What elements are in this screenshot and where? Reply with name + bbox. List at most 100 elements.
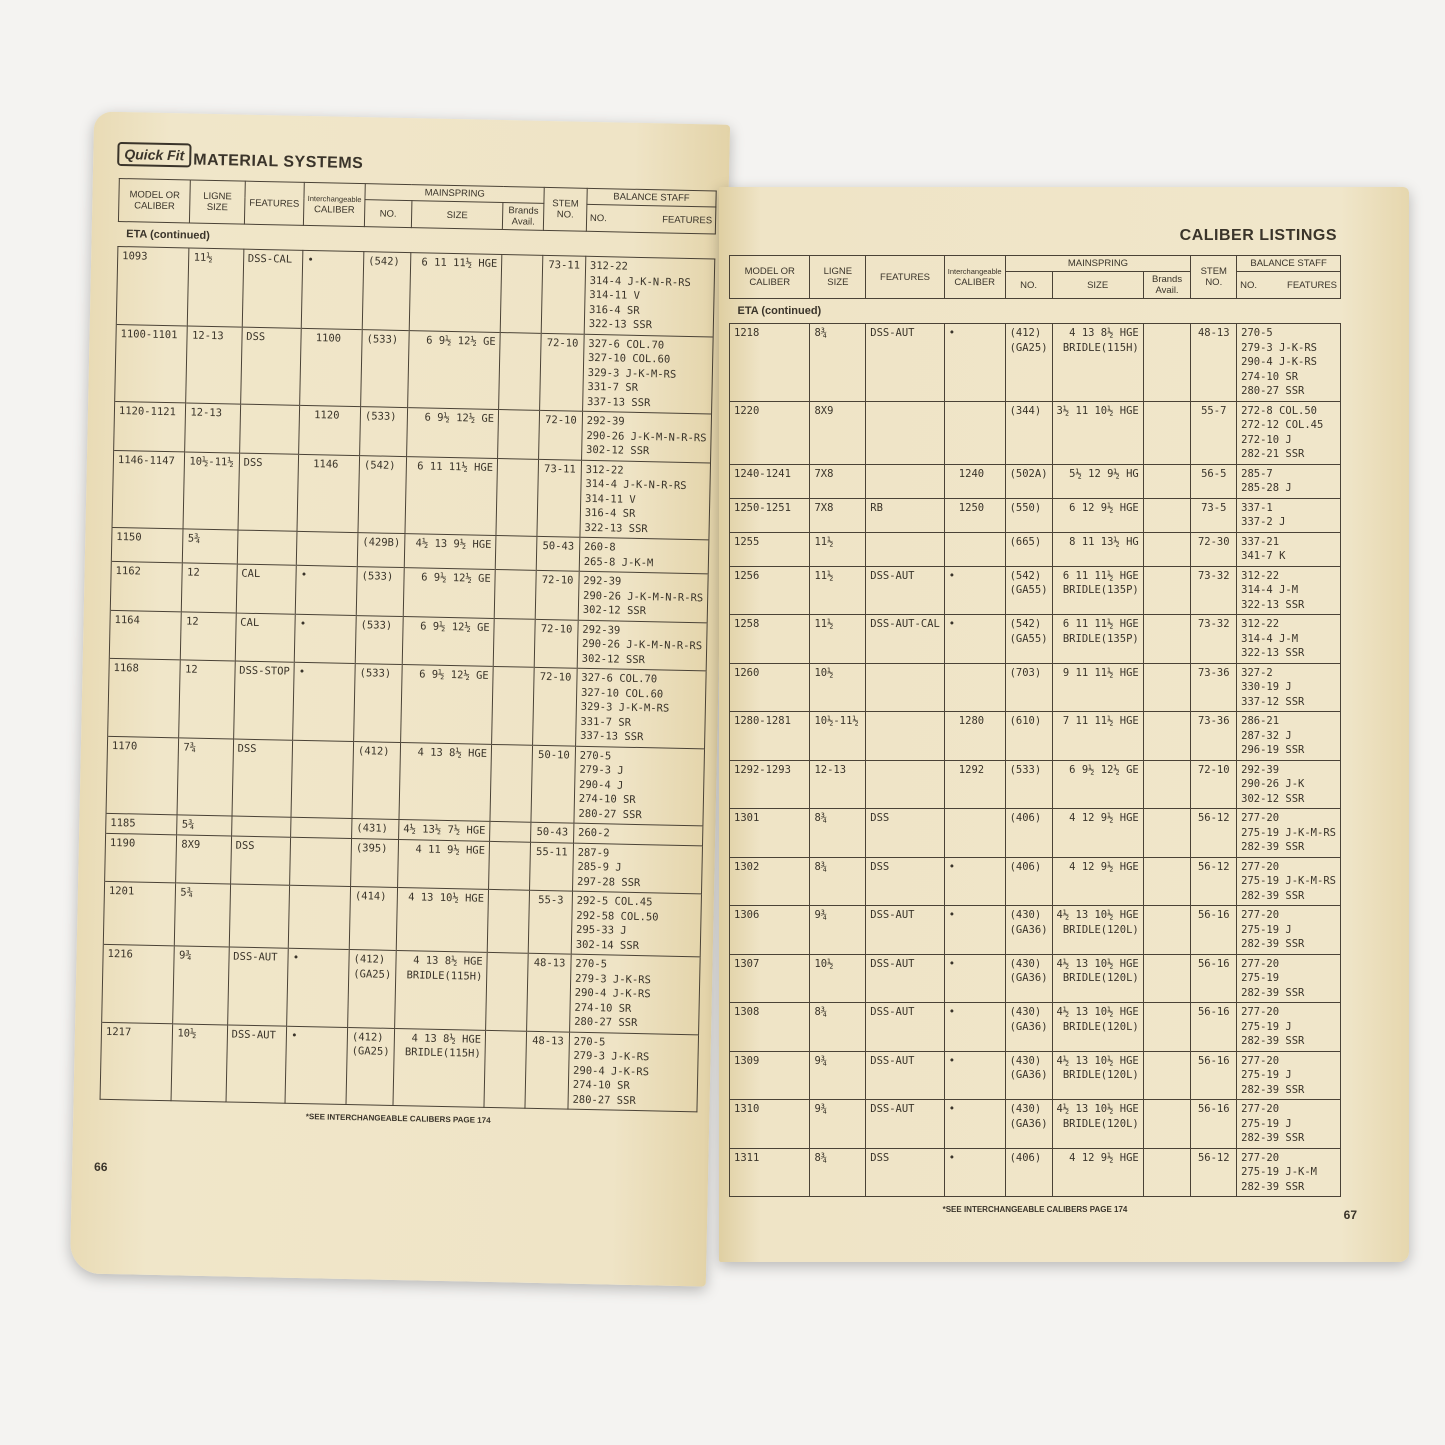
- cell-line: (431): [356, 822, 389, 835]
- cell-line: 287-32 J: [1241, 729, 1292, 742]
- cell-text: DSS-CAL: [247, 252, 293, 266]
- cell-text: 73-32: [1197, 618, 1230, 630]
- cell: [1142, 531, 1192, 566]
- cell: 327-6 COL.70 327-10 COL.60 329-3 J-K-M-RS 3…: [582, 333, 714, 414]
- cell: 327-2 330-19 J 337-12 SSR: [1236, 662, 1341, 712]
- cell-text: 1256: [734, 569, 760, 582]
- cell: 10½-11½: [809, 711, 867, 760]
- cell: 4 12 9½ HGE: [1051, 856, 1144, 906]
- cell: (431): [351, 818, 399, 840]
- cell-line: 4½ 13½ 7½ HGE: [403, 823, 486, 837]
- cell-line: 282-39 SSR: [1241, 1180, 1305, 1193]
- cell: 1255: [728, 531, 811, 566]
- data-row: 1308 8¾ DSS-AUT • (430) (GA36) 4½ 13 10½ HGE BR…: [728, 1002, 1341, 1051]
- cell-text: DSS-AUT: [870, 909, 915, 921]
- cell-line: 4 12 9½ HGE: [1069, 1151, 1139, 1164]
- cell-text: 1240-1241: [734, 467, 791, 480]
- cell: (430) (GA36): [1004, 953, 1053, 1003]
- cell: 3½ 11 10½ HGE: [1051, 400, 1144, 464]
- cell-text: 1240: [958, 467, 985, 480]
- cell-text: 56-12: [1197, 860, 1230, 873]
- cell: [1142, 323, 1192, 401]
- cell: •: [943, 1002, 1006, 1051]
- cell: 1100-1101: [114, 323, 188, 403]
- cell-text: DSS: [870, 812, 890, 824]
- cell: 1260: [728, 662, 811, 712]
- cell-text: •: [948, 327, 956, 339]
- data-row: 1301 8¾ DSS (406) 4 12 9½ HGE 56-12 277-20 275-…: [728, 808, 1341, 857]
- listing-table: MODEL OR CALIBER LIGNE SIZE FEATURES Interc…: [728, 255, 1341, 1197]
- header-cell: Interchangeable CALIBER: [943, 255, 1006, 299]
- cell-line: 292-39: [1241, 763, 1280, 776]
- cell: (703): [1004, 662, 1053, 712]
- cell-line: 314-4 J-M: [1241, 632, 1299, 645]
- cell-text: 1100-1101: [120, 327, 178, 341]
- cell-line: 275-19 J: [1241, 1117, 1292, 1130]
- cell: 4 13 8½ HGE: [398, 742, 492, 822]
- cell-line: 280-27 SSR: [1241, 385, 1305, 397]
- cell: 312-22 314-4 J-K-N-R-RS 314-11 V 316-4 SR 32…: [579, 459, 711, 540]
- cell-line: 280-27 SSR: [578, 807, 642, 821]
- cell-line: 277-20: [1241, 1103, 1280, 1115]
- cell-text: CAL: [241, 567, 261, 581]
- cell: DSS-AUT: [865, 565, 945, 615]
- cell-text: 72-10: [545, 413, 577, 427]
- cell: 6 9½ 12½ GE: [403, 567, 496, 618]
- cell-line: (533): [359, 667, 392, 680]
- cell: (533): [359, 406, 408, 457]
- cell-line: 322-13 SSR: [1241, 647, 1305, 659]
- cell: [865, 463, 945, 498]
- listing-table: MODEL OR CALIBER LIGNE SIZE FEATURES Interc…: [100, 178, 717, 1112]
- cell-text: 72-10: [540, 622, 573, 636]
- cell: 6 11 11½ HGE: [404, 456, 498, 536]
- cell-line: (GA25): [1009, 341, 1048, 354]
- header-text: NO.: [1240, 279, 1258, 291]
- cell: DSS: [865, 856, 945, 906]
- cell-line: 290-4 J-K-RS: [1241, 356, 1317, 368]
- cell-text: 55-11: [535, 845, 568, 859]
- cell: [497, 409, 540, 459]
- cell-line: (GA55): [1009, 632, 1048, 645]
- cell: 1309: [728, 1050, 811, 1100]
- cell: (542) (GA55): [1004, 565, 1053, 615]
- header-row: NO. SIZE Brands Avail. NO. FEATURES: [730, 271, 1341, 299]
- cell-text: 11½: [193, 251, 213, 264]
- cell-text: 10½-11½: [814, 715, 859, 727]
- cell: (429B): [357, 532, 405, 568]
- cell: 12-13: [809, 759, 867, 809]
- cell: •: [943, 953, 1006, 1003]
- header-cell: Brands Avail.: [502, 202, 545, 231]
- cell: (412): [352, 741, 401, 820]
- cell: [500, 254, 544, 333]
- cell-text: 1216: [107, 947, 134, 961]
- page-title: MATERIAL SYSTEMS: [193, 151, 364, 173]
- cell: 12: [180, 611, 236, 662]
- cell-text: 73-11: [548, 259, 581, 272]
- cell-line: 282-39 SSR: [1241, 889, 1305, 902]
- cell-line: 275-19 J: [1241, 1020, 1292, 1033]
- header-cell: SIZE: [1051, 271, 1144, 299]
- header-text: FEATURES: [1287, 279, 1337, 291]
- cell-line: 6 9½ 12½ GE: [419, 668, 489, 682]
- cell-text: 12-13: [191, 329, 224, 342]
- header-cell: NO.: [364, 199, 412, 228]
- cell-line: 275-19 J-K-M-RS: [1241, 826, 1336, 839]
- header-cell: STEM NO.: [543, 187, 588, 232]
- cell-text: 73-36: [1197, 715, 1230, 727]
- cell-text: 11½: [814, 535, 834, 548]
- header-cell: FEATURES: [865, 255, 945, 299]
- cell-text: CAL: [240, 616, 260, 629]
- cell: 270-5 279-3 J-K-RS 290-4 J-K-RS 274-10 SR 28…: [567, 1031, 699, 1112]
- cell-text: 1146-1147: [117, 453, 175, 467]
- cell-line: (542): [368, 255, 400, 268]
- cell-text: DSS-STOP: [239, 664, 290, 678]
- footnote: *SEE INTERCHANGEABLE CALIBERS PAGE 174: [942, 1205, 1128, 1214]
- cell: 56-16: [1190, 1002, 1238, 1051]
- cell-line: 6 9½ 12½ GE: [424, 411, 495, 425]
- cell: [493, 617, 536, 668]
- data-row: 1170 7¾ DSS (412) 4 13 8½ HGE 50-10 270-5 279-3…: [106, 735, 705, 826]
- header-cell: FEATURES: [244, 181, 305, 226]
- cell-line: BRIDLE(115H): [1062, 341, 1139, 354]
- cell: 277-20 275-19 J 282-39 SSR: [1236, 1050, 1341, 1100]
- header-cell: MODEL OR CALIBER: [728, 255, 811, 299]
